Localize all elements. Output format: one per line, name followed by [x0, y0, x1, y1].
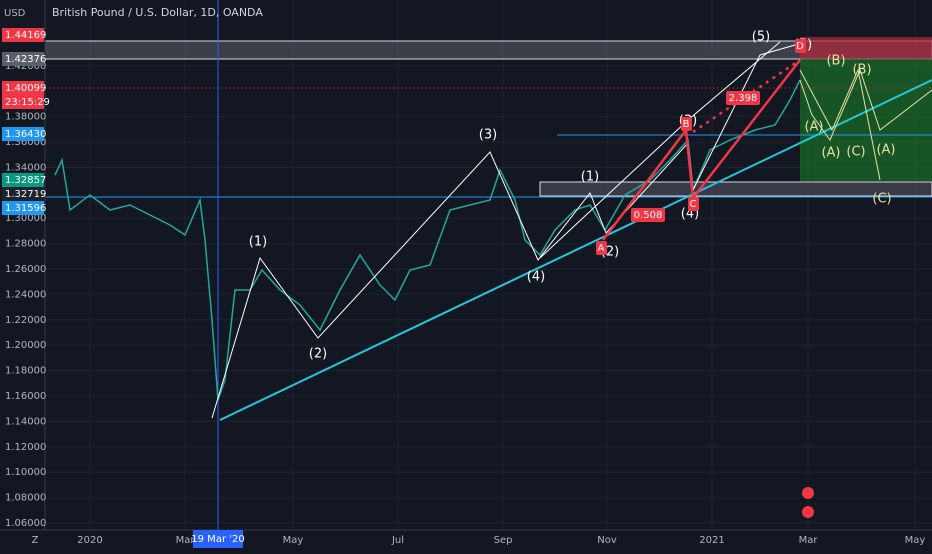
- ratio-label: 2.398: [729, 93, 758, 104]
- tag-box: [2, 81, 44, 95]
- time-labels: 2020 Mar May Jul Sep Nov 2021 Mar May: [77, 535, 925, 546]
- price-tag: 1.32857: [5, 175, 46, 186]
- price-label: 1.18000: [5, 366, 46, 377]
- scale-button[interactable]: Z: [32, 535, 39, 546]
- pattern-point: C: [690, 199, 697, 210]
- time-label: May: [283, 535, 304, 546]
- pattern-point: D: [796, 41, 804, 52]
- price-tag: 1.32719: [5, 189, 46, 200]
- wave-label: (5): [752, 30, 770, 45]
- price-tag: 1.42376: [5, 54, 46, 65]
- pattern-point: B: [683, 119, 690, 130]
- tag-box: [2, 28, 44, 42]
- price-label: 1.28000: [5, 239, 46, 250]
- price-tag: 1.36430: [5, 129, 46, 140]
- price-label: 1.10000: [5, 467, 46, 478]
- price-label: 1.16000: [5, 391, 46, 402]
- marker-box: [631, 208, 665, 222]
- wave-label: (4): [527, 270, 545, 285]
- price-label: 1.42000: [5, 61, 46, 72]
- price-tag: 1.31596: [5, 203, 46, 214]
- wave-label: (C): [872, 192, 891, 207]
- marker-box: [726, 91, 760, 105]
- time-axis: [0, 530, 932, 550]
- wave-label: (1): [249, 235, 267, 250]
- wave-label: (A): [804, 120, 823, 135]
- tag-box: [2, 201, 44, 215]
- target-zone: [800, 59, 932, 181]
- scenario-line: [799, 68, 881, 181]
- price-tag: 1.44169: [5, 30, 46, 41]
- time-label: 2020: [77, 535, 102, 546]
- wave-lines: [211, 44, 796, 419]
- scenario-line: [799, 68, 932, 142]
- wave-label: (1): [581, 170, 599, 185]
- time-label: Mar: [176, 535, 196, 546]
- price-tag: 23:15:29: [5, 97, 50, 108]
- time-label: Nov: [597, 535, 617, 546]
- trend-line: [219, 79, 932, 421]
- price-label: 1.34000: [5, 162, 46, 173]
- wave-label: (C): [846, 145, 865, 160]
- time-label: May: [905, 535, 926, 546]
- marker-box: [795, 39, 806, 53]
- wave-label: (2): [309, 347, 327, 362]
- icon: [802, 487, 814, 499]
- tag-box: [2, 173, 44, 187]
- price-label: 1.08000: [5, 493, 46, 504]
- marker-box: [688, 197, 699, 211]
- crosshair-date: 19 Mar '20: [191, 534, 244, 545]
- price-path: [54, 79, 801, 401]
- harmonic-pattern: [602, 59, 801, 241]
- price-tags: 1.44169 1.42376 1.40099 23:15:29 1.36430 1.32…: [2, 28, 50, 215]
- price-label: 1.24000: [5, 289, 46, 300]
- wave-label: (B): [852, 63, 871, 78]
- pattern-point: A: [598, 243, 605, 254]
- crosshair-tag: [193, 530, 243, 548]
- wave-label: (B): [826, 54, 845, 69]
- price-label: 1.12000: [5, 442, 46, 453]
- time-label: Mar: [799, 535, 819, 546]
- price-label: 1.22000: [5, 315, 46, 326]
- price-label: 1.38000: [5, 112, 46, 123]
- currency-label: USD: [4, 8, 26, 19]
- tag-box: [2, 95, 44, 109]
- pattern-markers: A B C D 0.508 2.398: [596, 39, 806, 255]
- price-label: 1.14000: [5, 416, 46, 427]
- marker-box: [681, 117, 692, 131]
- time-label: Sep: [494, 535, 513, 546]
- alert-icons: [802, 487, 814, 518]
- grid: [45, 0, 932, 530]
- marker-box: [596, 241, 607, 255]
- symbol-title: British Pound / U.S. Dollar, 1D, OANDA: [52, 6, 263, 19]
- wave-label: (3): [479, 128, 497, 143]
- icon: [802, 506, 814, 518]
- price-label: 1.26000: [5, 264, 46, 275]
- tag-box: [2, 187, 44, 201]
- ratio-label: 0.508: [634, 210, 663, 221]
- price-tag: 1.40099: [5, 83, 46, 94]
- price-label: 1.36000: [5, 137, 46, 148]
- price-label: 1.20000: [5, 340, 46, 351]
- time-label: 2021: [699, 535, 724, 546]
- wave-label: (A): [821, 146, 840, 161]
- price-labels: 1.42000 1.38000 1.36000 1.34000 1.30000 1.280…: [5, 61, 46, 529]
- time-label: Jul: [391, 535, 404, 546]
- tag-box: [2, 127, 44, 141]
- price-label: 1.30000: [5, 213, 46, 224]
- price-label: 1.06000: [5, 518, 46, 529]
- tag-box: [2, 52, 44, 66]
- stop-zone: [800, 37, 932, 59]
- wave-label: (A): [876, 143, 895, 158]
